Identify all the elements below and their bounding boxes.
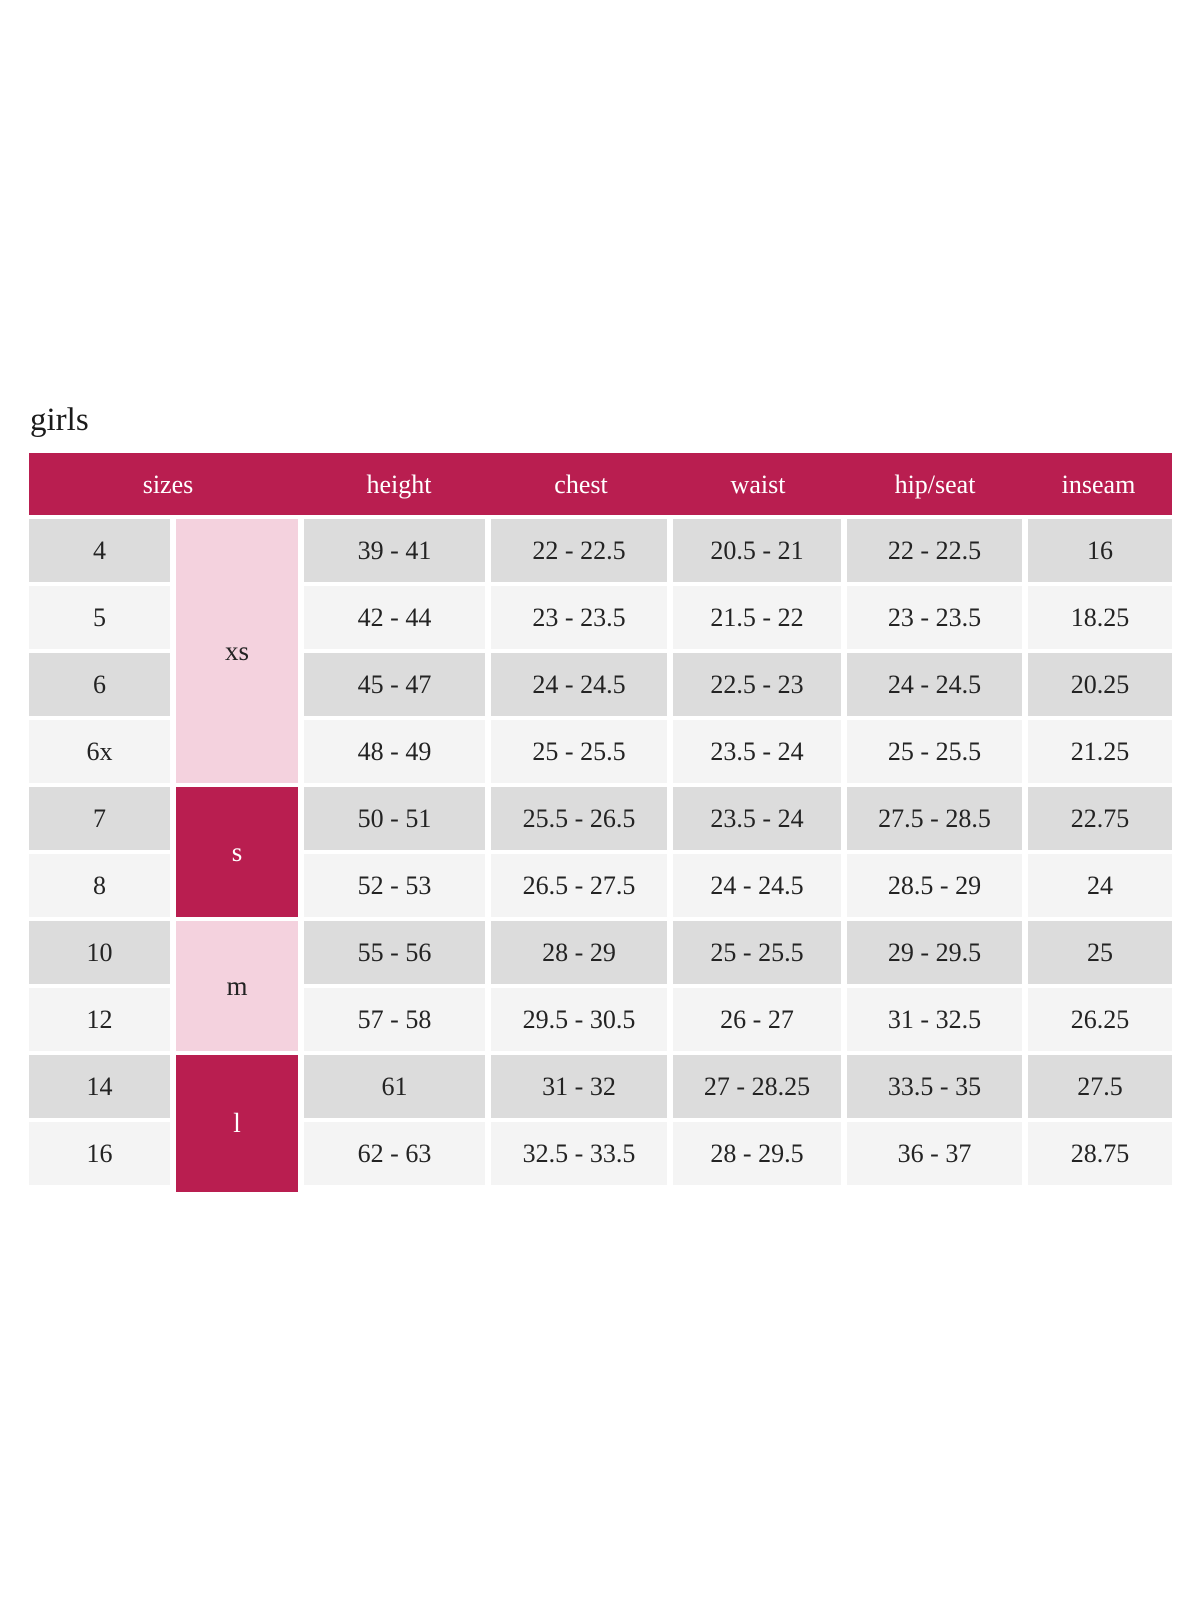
chest-cell: 22 - 22.5 [491,519,667,582]
chest-cell: 32.5 - 33.5 [491,1122,667,1185]
waist-cell: 26 - 27 [673,988,841,1051]
chest-cell: 25.5 - 26.5 [491,787,667,850]
waist-cell: 23.5 - 24 [673,787,841,850]
chest-cell: 28 - 29 [491,921,667,984]
column-header-sizes: sizes [142,470,194,499]
inseam-cell: 21.25 [1028,720,1172,783]
chest-cell: 31 - 32 [491,1055,667,1118]
inseam-cell: 28.75 [1028,1122,1172,1185]
waist-cell: 24 - 24.5 [673,854,841,917]
chest-cell: 25 - 25.5 [491,720,667,783]
height-cell: 45 - 47 [304,653,485,716]
height-cell: 62 - 63 [304,1122,485,1185]
waist-cell: 21.5 - 22 [673,586,841,649]
hip-seat-cell: 24 - 24.5 [847,653,1022,716]
height-cell: 42 - 44 [304,586,485,649]
waist-cell: 23.5 - 24 [673,720,841,783]
size-group-cell-l: l [176,1055,298,1192]
size-cell: 8 [29,854,170,917]
height-cell: 52 - 53 [304,854,485,917]
chest-cell: 26.5 - 27.5 [491,854,667,917]
size-chart-section: girls sizes height chest waist hip/seat … [29,398,1172,1192]
size-cell: 6x [29,720,170,783]
height-cell: 48 - 49 [304,720,485,783]
inseam-cell: 26.25 [1028,988,1172,1051]
waist-cell: 28 - 29.5 [673,1122,841,1185]
chest-cell: 29.5 - 30.5 [491,988,667,1051]
waist-cell: 25 - 25.5 [673,921,841,984]
size-cell: 10 [29,921,170,984]
size-chart-table: sizes height chest waist hip/seat inseam… [29,453,1172,1192]
hip-seat-cell: 33.5 - 35 [847,1055,1022,1118]
inseam-cell: 27.5 [1028,1055,1172,1118]
column-header-inseam: inseam [1061,470,1136,499]
size-group-cell-s: s [176,787,298,917]
size-cell: 16 [29,1122,170,1185]
size-cell: 7 [29,787,170,850]
size-cell: 5 [29,586,170,649]
height-cell: 61 [304,1055,485,1118]
hip-seat-cell: 23 - 23.5 [847,586,1022,649]
hip-seat-cell: 28.5 - 29 [847,854,1022,917]
column-header-height: height [366,470,432,499]
hip-seat-cell: 36 - 37 [847,1122,1022,1185]
inseam-cell: 20.25 [1028,653,1172,716]
waist-cell: 20.5 - 21 [673,519,841,582]
inseam-cell: 18.25 [1028,586,1172,649]
hip-seat-cell: 27.5 - 28.5 [847,787,1022,850]
size-cell: 4 [29,519,170,582]
hip-seat-cell: 29 - 29.5 [847,921,1022,984]
hip-seat-cell: 31 - 32.5 [847,988,1022,1051]
table-header-row: sizes height chest waist hip/seat inseam [29,453,1172,515]
height-cell: 57 - 58 [304,988,485,1051]
inseam-cell: 16 [1028,519,1172,582]
height-cell: 55 - 56 [304,921,485,984]
size-group-cell-m: m [176,921,298,1051]
size-cell: 14 [29,1055,170,1118]
hip-seat-cell: 25 - 25.5 [847,720,1022,783]
waist-cell: 27 - 28.25 [673,1055,841,1118]
column-header-waist: waist [730,470,786,499]
height-cell: 39 - 41 [304,519,485,582]
size-group-cell-xs: xs [176,519,298,783]
inseam-cell: 25 [1028,921,1172,984]
page-title: girls [30,402,89,438]
size-cell: 12 [29,988,170,1051]
inseam-cell: 22.75 [1028,787,1172,850]
column-header-hip-seat: hip/seat [894,470,976,499]
chest-cell: 23 - 23.5 [491,586,667,649]
chest-cell: 24 - 24.5 [491,653,667,716]
height-cell: 50 - 51 [304,787,485,850]
waist-cell: 22.5 - 23 [673,653,841,716]
column-header-chest: chest [554,470,608,499]
inseam-cell: 24 [1028,854,1172,917]
hip-seat-cell: 22 - 22.5 [847,519,1022,582]
size-cell: 6 [29,653,170,716]
